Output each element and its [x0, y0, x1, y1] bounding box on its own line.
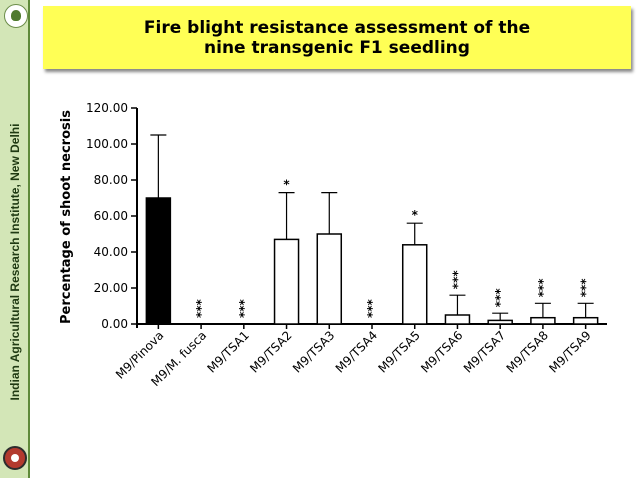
significance-label: ***: [194, 298, 208, 318]
y-tick-label: 0.00: [101, 317, 128, 331]
title-box: Fire blight resistance assessment of the…: [43, 6, 631, 69]
y-tick-label: 60.00: [94, 209, 128, 223]
bar: [316, 233, 343, 325]
y-tick-label: 20.00: [94, 281, 128, 295]
category-label: M9/TSA3: [290, 328, 337, 375]
category-label: M9/TSA9: [546, 328, 593, 375]
bar: [572, 316, 599, 325]
y-tick-label: 100.00: [86, 137, 128, 151]
significance-label: ***: [493, 288, 507, 308]
y-tick-label: 120.00: [86, 101, 128, 115]
y-tick-label: 80.00: [94, 173, 128, 187]
emblem-icon: [3, 446, 27, 470]
category-label: M9/TSA2: [247, 328, 294, 375]
category-label: M9/TSA1: [205, 328, 252, 375]
category-label: M9/TSA5: [375, 328, 422, 375]
significance-label: ***: [450, 270, 464, 290]
significance-label: ***: [365, 298, 379, 318]
category-label: M9/TSA6: [418, 328, 465, 375]
category-label: M9/TSA4: [333, 328, 380, 375]
bar: [487, 319, 513, 325]
sidebar: Indian Agricultural Research Institute, …: [0, 0, 30, 478]
significance-label: *: [283, 178, 290, 192]
bar: [145, 197, 172, 325]
category-label: M9/TSA7: [461, 328, 508, 375]
y-axis-label: Percentage of shoot necrosis: [59, 110, 74, 324]
significance-label: ***: [536, 278, 550, 298]
y-tick-label: 40.00: [94, 245, 128, 259]
significance-label: ***: [237, 298, 251, 318]
bar: [530, 316, 556, 325]
significance-label: *: [412, 208, 419, 222]
bar: [273, 238, 300, 325]
bar: [401, 244, 428, 325]
bar: [444, 314, 471, 325]
significance-label: ***: [579, 278, 593, 298]
slide-title: Fire blight resistance assessment of the…: [143, 17, 531, 58]
institute-logo-icon: [4, 4, 28, 28]
category-label: M9/TSA8: [504, 328, 551, 375]
